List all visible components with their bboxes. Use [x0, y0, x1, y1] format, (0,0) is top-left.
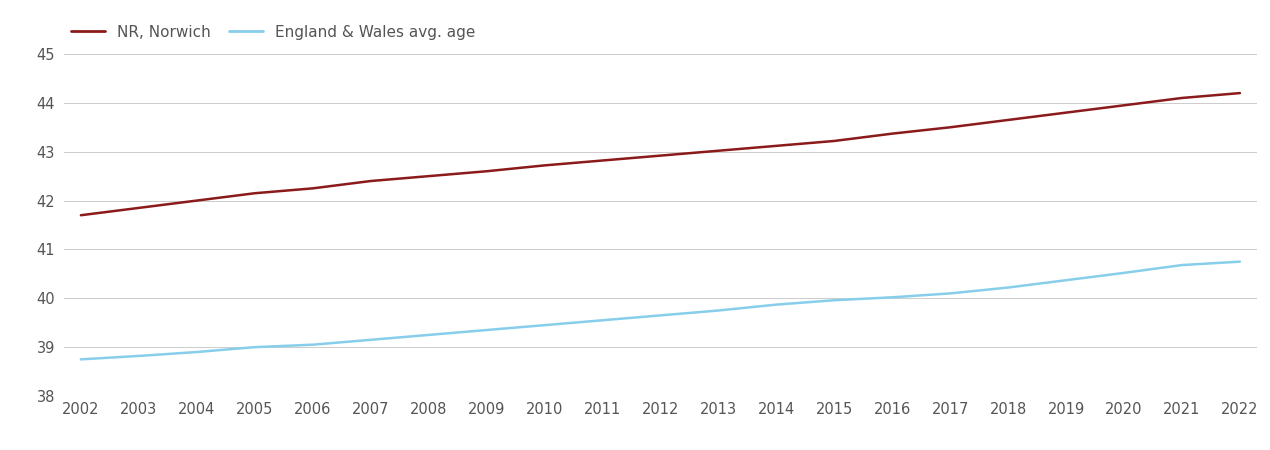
NR, Norwich [594, 158, 610, 163]
England & Wales avg. age [479, 327, 494, 333]
England & Wales avg. age [1116, 270, 1132, 275]
NR, Norwich [1058, 110, 1073, 115]
NR, Norwich [363, 178, 378, 184]
England & Wales avg. age [420, 332, 436, 338]
NR, Norwich [827, 138, 842, 144]
NR, Norwich [74, 212, 89, 218]
NR, Norwich [768, 143, 784, 148]
NR, Norwich [131, 205, 146, 211]
England & Wales avg. age [248, 344, 263, 350]
England & Wales avg. age [1175, 262, 1190, 268]
NR, Norwich [305, 186, 320, 191]
NR, Norwich [885, 131, 900, 136]
England & Wales avg. age [537, 323, 552, 328]
NR, Norwich [1116, 103, 1132, 108]
NR, Norwich [711, 148, 726, 153]
England & Wales avg. age [74, 357, 89, 362]
England & Wales avg. age [942, 291, 958, 296]
England & Wales avg. age [1058, 278, 1073, 283]
NR, Norwich [420, 173, 436, 179]
NR, Norwich [1232, 90, 1247, 96]
England & Wales avg. age [711, 308, 726, 313]
NR, Norwich [942, 125, 958, 130]
England & Wales avg. age [363, 337, 378, 342]
NR, Norwich [537, 163, 552, 168]
England & Wales avg. age [653, 313, 668, 318]
England & Wales avg. age [768, 302, 784, 307]
Line: England & Wales avg. age: England & Wales avg. age [81, 261, 1240, 360]
England & Wales avg. age [189, 349, 204, 355]
NR, Norwich [248, 190, 263, 196]
NR, Norwich [653, 153, 668, 158]
Line: NR, Norwich: NR, Norwich [81, 93, 1240, 215]
NR, Norwich [189, 198, 204, 203]
NR, Norwich [479, 169, 494, 174]
England & Wales avg. age [131, 353, 146, 359]
NR, Norwich [1001, 117, 1016, 123]
England & Wales avg. age [827, 297, 842, 303]
England & Wales avg. age [305, 342, 320, 347]
England & Wales avg. age [594, 318, 610, 323]
England & Wales avg. age [1232, 259, 1247, 264]
England & Wales avg. age [1001, 285, 1016, 290]
Legend: NR, Norwich, England & Wales avg. age: NR, Norwich, England & Wales avg. age [71, 24, 475, 40]
England & Wales avg. age [885, 295, 900, 300]
NR, Norwich [1175, 95, 1190, 101]
